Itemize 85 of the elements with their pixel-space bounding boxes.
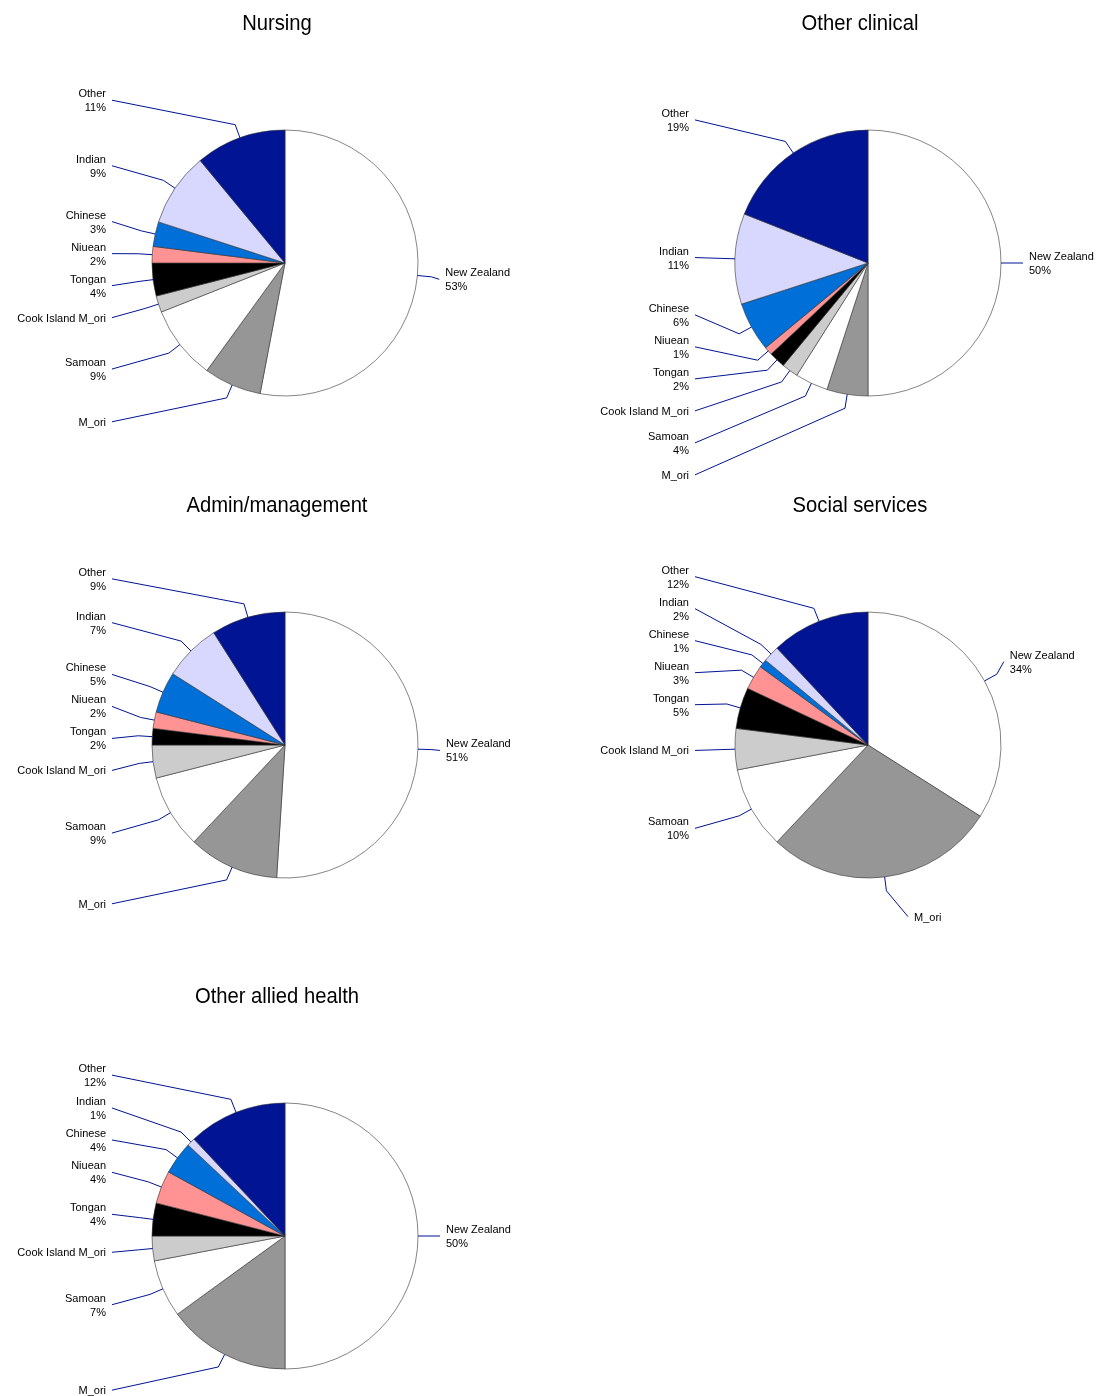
slice-label: Indian <box>76 1094 106 1107</box>
slice-label: New Zealand <box>445 737 511 750</box>
slice-label: Tongan <box>69 272 106 285</box>
data-label: 7% <box>90 623 107 636</box>
chart-title: Nursing <box>242 10 312 35</box>
data-label: 1% <box>90 1108 107 1121</box>
data-label: 2% <box>90 707 107 720</box>
data-label: 9% <box>90 166 107 179</box>
slice-label: M_ori <box>78 1384 106 1396</box>
slice-label: New Zealand <box>446 1223 511 1235</box>
slice-label: Cook Island M_ori <box>600 744 689 757</box>
data-label: 7% <box>90 1305 107 1318</box>
data-label: 11% <box>667 258 690 271</box>
data-label: 1% <box>673 347 690 360</box>
data-label: 4% <box>90 1173 107 1186</box>
slice-label: Niuean <box>654 333 689 346</box>
slice-label: Cook Island M_ori <box>17 764 106 777</box>
data-label: 50% <box>446 1237 469 1249</box>
data-label: 11% <box>84 101 107 114</box>
slice-label: Niuean <box>71 1159 106 1172</box>
slice-label: Samoan <box>648 815 689 828</box>
data-label: 4% <box>90 1215 107 1228</box>
data-label: 4% <box>90 286 107 299</box>
slice-label: Chinese <box>65 1126 106 1139</box>
data-label: 2% <box>673 609 690 622</box>
slice-label: Chinese <box>648 627 689 640</box>
slice-label: New Zealand <box>1029 250 1094 262</box>
slice-label: Cook Island M_ori <box>600 404 689 417</box>
slice-label: Samoan <box>65 356 106 369</box>
data-label: 9% <box>90 834 107 847</box>
data-label: 10% <box>666 829 690 842</box>
slice-label: Other <box>78 1062 107 1075</box>
slice-label: Tongan <box>69 725 106 738</box>
slice-label: M_ori <box>661 468 689 481</box>
data-label: 51% <box>445 751 469 764</box>
data-label: 2% <box>90 254 107 267</box>
slice-label: Samoan <box>65 820 106 833</box>
slice-label: M_ori <box>78 897 106 910</box>
slice-label: Indian <box>76 609 106 622</box>
slice-label: New Zealand <box>445 266 511 279</box>
chart-title: Other allied health <box>194 983 360 1008</box>
slice-label: Niuean <box>71 693 106 706</box>
chart-title: Admin/management <box>186 492 368 517</box>
chart-title: Other clinical <box>801 10 919 35</box>
data-label: 50% <box>1029 264 1052 276</box>
data-label: 5% <box>90 675 107 688</box>
slice-label: Samoan <box>65 1291 106 1304</box>
slice-label: Samoan <box>648 429 689 442</box>
data-label: 4% <box>673 443 690 456</box>
data-label: 3% <box>90 222 107 235</box>
slice-label: Niuean <box>654 659 689 672</box>
slice-label: Cook Island M_ori <box>17 1246 106 1259</box>
slice-label: Other <box>661 563 690 576</box>
data-label: 9% <box>90 370 107 383</box>
slice-label: Other <box>78 87 107 100</box>
chart-title: Social services <box>792 492 928 517</box>
data-label: 5% <box>673 705 690 718</box>
slice-label: Cook Island M_ori <box>17 311 106 324</box>
slice-label: Other <box>78 565 107 578</box>
data-label: 2% <box>673 379 690 392</box>
slice-label: Indian <box>659 595 689 608</box>
slice-label: Tongan <box>652 691 689 704</box>
data-label: 4% <box>90 1140 107 1153</box>
data-label: 34% <box>1009 662 1033 675</box>
slice-label: New Zealand <box>1009 648 1075 661</box>
data-label: 9% <box>90 579 107 592</box>
slice-label: Indian <box>659 244 689 257</box>
slice-label: Chinese <box>648 301 689 314</box>
slice-label: Niuean <box>71 240 106 253</box>
data-label: 53% <box>445 280 468 293</box>
slice-label: M_ori <box>914 910 942 923</box>
slice-label: Chinese <box>65 208 106 221</box>
slice-label: Tongan <box>652 365 689 378</box>
data-label: 12% <box>666 577 690 590</box>
data-label: 12% <box>83 1076 107 1089</box>
slice-label: Tongan <box>69 1201 106 1214</box>
slice-label: M_ori <box>78 415 106 428</box>
data-label: 6% <box>673 315 690 328</box>
slice-label: Indian <box>76 152 106 165</box>
data-label: 3% <box>673 673 690 686</box>
data-label: 2% <box>90 739 107 752</box>
data-label: 1% <box>673 641 690 654</box>
slice-label: Other <box>661 106 690 119</box>
data-label: 19% <box>666 120 690 133</box>
slice-label: Chinese <box>65 661 106 674</box>
